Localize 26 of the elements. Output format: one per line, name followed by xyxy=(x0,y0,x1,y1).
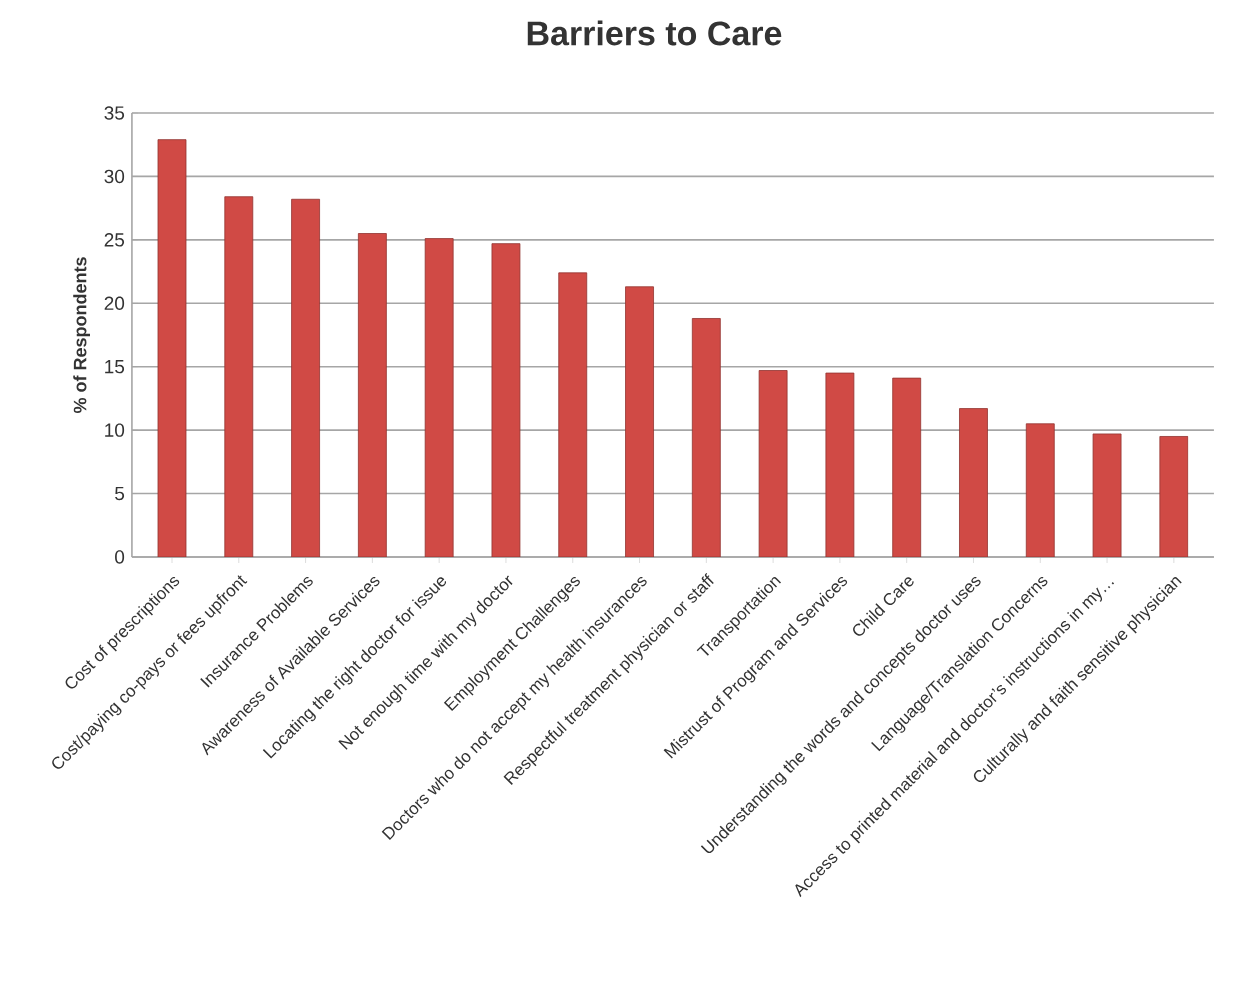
y-tick-label: 20 xyxy=(104,296,125,310)
bar xyxy=(491,243,521,557)
y-tick-label: 25 xyxy=(104,233,125,247)
y-tick-label: 35 xyxy=(104,106,125,120)
bar xyxy=(625,286,654,557)
bar xyxy=(959,408,988,557)
bar xyxy=(291,198,320,557)
y-tick-label: 5 xyxy=(115,486,125,501)
bar xyxy=(357,233,387,557)
bar xyxy=(691,318,721,557)
bar xyxy=(892,377,922,557)
bar xyxy=(157,139,187,557)
bar xyxy=(1025,423,1055,557)
bar xyxy=(558,272,588,557)
y-axis-title: % of Respondents xyxy=(73,257,90,414)
bar xyxy=(1159,436,1189,557)
y-tick-label: 0 xyxy=(115,550,125,564)
chart-title: Barriers to Care xyxy=(527,20,782,46)
y-tick-label: 30 xyxy=(104,169,125,184)
bar xyxy=(1092,433,1122,557)
y-tick-label: 10 xyxy=(105,423,125,437)
bar xyxy=(224,196,254,557)
bar xyxy=(825,372,855,557)
bar xyxy=(424,238,454,557)
bar xyxy=(758,370,788,557)
y-tick-label: 15 xyxy=(105,360,125,374)
